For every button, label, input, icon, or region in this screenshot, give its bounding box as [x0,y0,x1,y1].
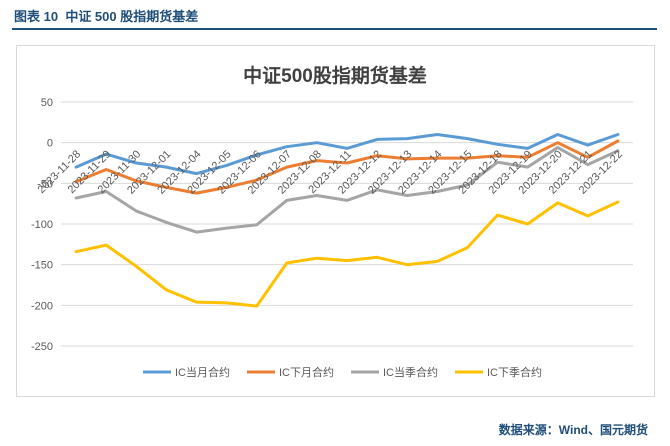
series-line-1 [74,133,620,176]
legend-label: IC下季合约 [487,365,542,379]
y-axis-ticks: 50 0 -50 -100 -150 -200 -250 [31,97,53,353]
y-tick-label: -200 [31,300,53,312]
caption-divider [12,28,657,30]
series-line-4 [74,200,620,308]
series-line-2 [74,139,620,195]
basis-line-chart: 中证500股指期货基差 50 0 -50 -100 -150 -200 -250 2023-… [31,64,633,379]
y-tick-label: -50 [37,178,53,190]
legend-item: IC下季合约 [455,365,542,379]
y-tick-label: 50 [41,97,53,109]
series-line-3 [74,146,620,234]
figure-caption: 图表 10 中证 500 股指期货基差 [14,6,198,25]
legend: IC当月合约 IC下月合约 IC当季合约 IC下季合约 [143,365,542,379]
legend-item: IC下月合约 [247,365,334,379]
figure-label: 图表 10 [14,9,59,24]
y-tick-label: 0 [47,138,53,150]
chart-frame: 中证500股指期货基差 50 0 -50 -100 -150 -200 -250 2023-… [16,45,655,397]
legend-label: IC当季合约 [383,365,438,379]
legend-item: IC当月合约 [143,365,230,379]
series-lines [74,133,620,308]
legend-label: IC当月合约 [175,365,230,379]
legend-item: IC当季合约 [351,365,438,379]
x-axis-ticks: 2023-11-282023-11-292023-11-302023-12-01… [35,148,625,196]
y-tick-label: -100 [31,219,53,231]
gridlines [61,101,633,347]
chart-title: 中证500股指期货基差 [243,64,427,87]
legend-label: IC下月合约 [279,365,334,379]
y-tick-label: -250 [31,341,53,353]
source-note: 数据来源：Wind、国元期货 [498,423,648,437]
figure-title: 中证 500 股指期货基差 [65,9,199,24]
y-tick-label: -150 [31,260,53,272]
